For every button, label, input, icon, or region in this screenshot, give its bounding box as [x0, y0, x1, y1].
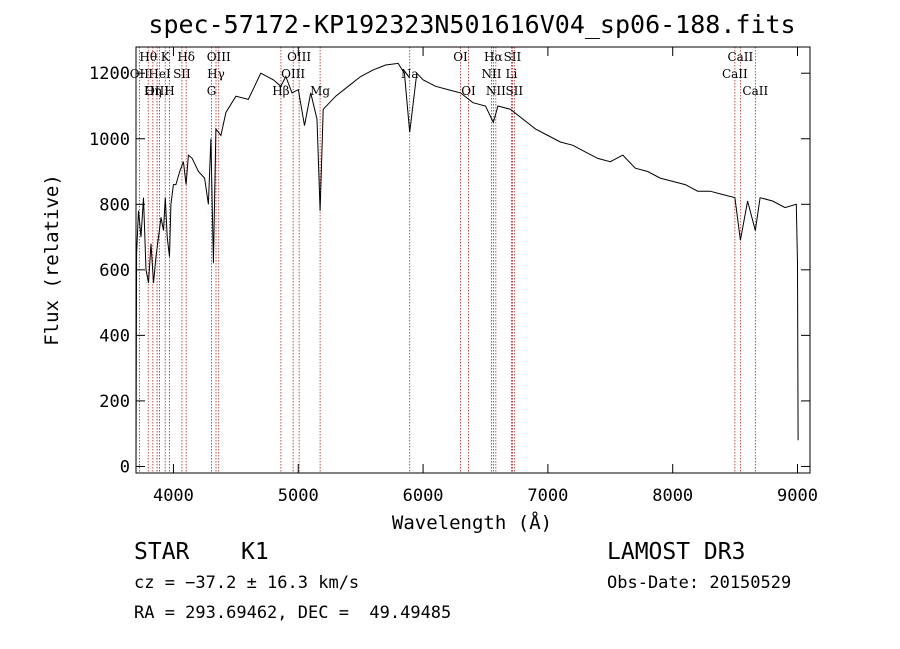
spectral-line-label: OIII: [207, 50, 231, 64]
spectral-line-label: H: [164, 84, 174, 98]
subclass: K1: [241, 539, 269, 565]
spectral-line-label: Li: [506, 67, 518, 81]
spectral-line-label: SII: [173, 67, 191, 81]
y-axis-label: Flux (relative): [41, 174, 63, 346]
spectral-line-label: OIII: [281, 67, 305, 81]
spectral-line-label: OIII: [145, 84, 169, 98]
x-axis-label: Wavelength (Å): [392, 511, 552, 534]
spectral-line-label: G: [207, 84, 217, 98]
x-tick-label: 6000: [403, 486, 444, 506]
spectral-line-label: OII: [130, 67, 150, 81]
spectral-line-label: CaII: [742, 84, 768, 98]
flux-series-line: [135, 62, 799, 467]
spectral-line-label: OI: [461, 84, 476, 98]
spectral-line-label: NII: [486, 84, 506, 98]
spectral-line-label: Hθ: [139, 50, 157, 64]
survey-label: LAMOST DR3: [607, 539, 746, 565]
object-class: STAR: [134, 539, 190, 565]
spectral-line-label: Mg: [310, 84, 330, 98]
line-marker-group: [138, 47, 756, 473]
spectral-line-label: Hα: [484, 50, 503, 64]
spectral-line-label: Hη: [144, 84, 162, 98]
x-tick-label: 5000: [278, 486, 319, 506]
y-tick-label: 1200: [89, 64, 130, 84]
plot-frame: [135, 46, 811, 474]
spectral-line-label: SII: [505, 84, 523, 98]
spectral-line-label: Hβ: [272, 84, 289, 98]
y-tick-label: 600: [99, 261, 130, 281]
y-tick-label: 800: [99, 195, 130, 215]
y-tick-label: 1000: [89, 130, 130, 150]
y-axis-ticks: 0 200 400 600 800 1000 1200: [89, 64, 810, 477]
spectral-line-label: Hδ: [177, 50, 195, 64]
spectral-line-label: HeI: [148, 67, 171, 81]
x-axis-ticks: 4000 5000 6000 7000 8000 9000: [153, 47, 818, 506]
spectral-line-label: SII: [504, 50, 522, 64]
spectrum-chart: spec-57172-KP192323N501616V04_sp06-188.f…: [41, 10, 818, 534]
y-tick-label: 400: [99, 326, 130, 346]
x-tick-label: 7000: [527, 486, 568, 506]
coordinates-readout: RA = 293.69462, DEC = 49.49485: [134, 603, 452, 623]
spectral-line-label: CaII: [722, 67, 748, 81]
spectral-line-label: Hγ: [207, 67, 225, 81]
y-tick-label: 200: [99, 392, 130, 412]
spectral-line-label: OIII: [287, 50, 311, 64]
y-tick-label: 0: [120, 457, 130, 477]
obs-date: Obs-Date: 20150529: [607, 573, 792, 593]
redshift-readout: cz = −37.2 ± 16.3 km/s: [134, 573, 360, 593]
x-tick-label: 9000: [777, 486, 818, 506]
spectral-line-label: NII: [481, 67, 501, 81]
spectral-line-label: K: [161, 50, 171, 64]
spectral-line-label: OI: [453, 50, 468, 64]
spectral-line-label: CaII: [727, 50, 753, 64]
x-tick-label: 4000: [153, 486, 194, 506]
chart-title: spec-57172-KP192323N501616V04_sp06-188.f…: [148, 10, 795, 39]
x-tick-label: 8000: [652, 486, 693, 506]
spectral-line-label: Na: [401, 67, 419, 81]
